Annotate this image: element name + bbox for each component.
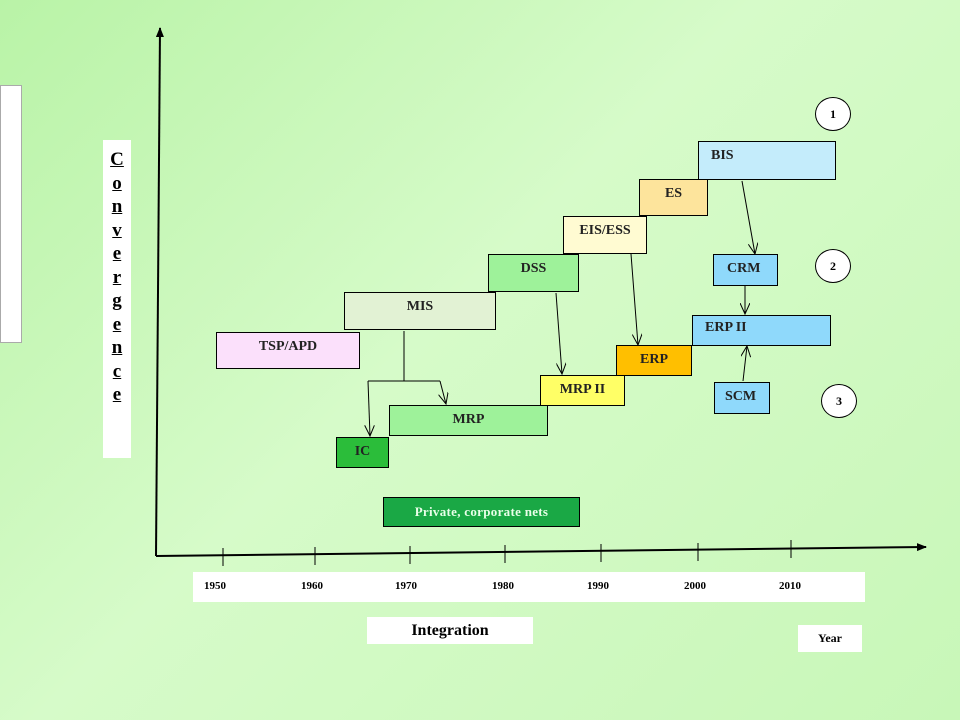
box-scm: SCM [714, 382, 770, 414]
x-axis-ticks [222, 540, 792, 566]
box-mrp-ii: MRP II [540, 375, 625, 406]
y-axis [155, 27, 164, 557]
convergence-letter: e [112, 243, 122, 264]
x-axis [155, 543, 927, 557]
x-axis-label-integration: Integration [367, 617, 533, 644]
year-label-1950: 1950 [204, 580, 226, 592]
box-tsp-apd: TSP/APD [216, 332, 360, 369]
convergence-letter: c [112, 360, 122, 382]
year-label-1960: 1960 [301, 580, 323, 592]
year-label-1990: 1990 [587, 580, 609, 592]
box-erp-ii: ERP II [692, 315, 831, 346]
convergence-letter: g [112, 290, 122, 311]
box-eis-ess: EIS/ESS [563, 216, 647, 254]
circle-label-1: 1 [815, 97, 851, 131]
arrow-eis-ess-to-erp [630, 253, 638, 345]
box-erp: ERP [616, 345, 692, 376]
convergence-letter: o [112, 172, 122, 194]
left-panel-strip [0, 85, 22, 343]
box-mis: MIS [344, 292, 496, 330]
year-label-2010: 2010 [779, 580, 801, 592]
convergence-letter: e [112, 384, 122, 405]
box-private-corporate-nets: Private, corporate nets [383, 497, 580, 527]
convergence-letter: r [112, 266, 122, 288]
box-ic: IC [336, 437, 389, 468]
convergence-letter: v [112, 219, 122, 241]
year-label-1980: 1980 [492, 580, 514, 592]
circle-label-3: 3 [821, 384, 857, 418]
convergence-letter: e [112, 313, 122, 335]
year-label-2000: 2000 [684, 580, 706, 592]
convergence-letter: n [111, 196, 123, 217]
arrow-scm-to-erp-ii [743, 346, 747, 382]
box-bis: BIS [698, 141, 836, 180]
mis-split-connector [368, 331, 446, 436]
box-mrp: MRP [389, 405, 548, 436]
convergence-letter: n [111, 337, 123, 358]
arrow-dss-to-mrp-ii [555, 292, 562, 374]
box-crm: CRM [713, 254, 778, 286]
x-axis-year-labels: 1950 1960 1970 1980 1990 2000 2010 [193, 572, 865, 602]
box-es: ES [639, 179, 708, 216]
year-label-1970: 1970 [395, 580, 417, 592]
circle-label-2: 2 [815, 249, 851, 283]
x-axis-unit-year: Year [798, 625, 862, 652]
box-dss: DSS [488, 254, 579, 292]
arrow-bis-to-crm [741, 180, 755, 254]
convergence-letter: C [110, 149, 124, 170]
